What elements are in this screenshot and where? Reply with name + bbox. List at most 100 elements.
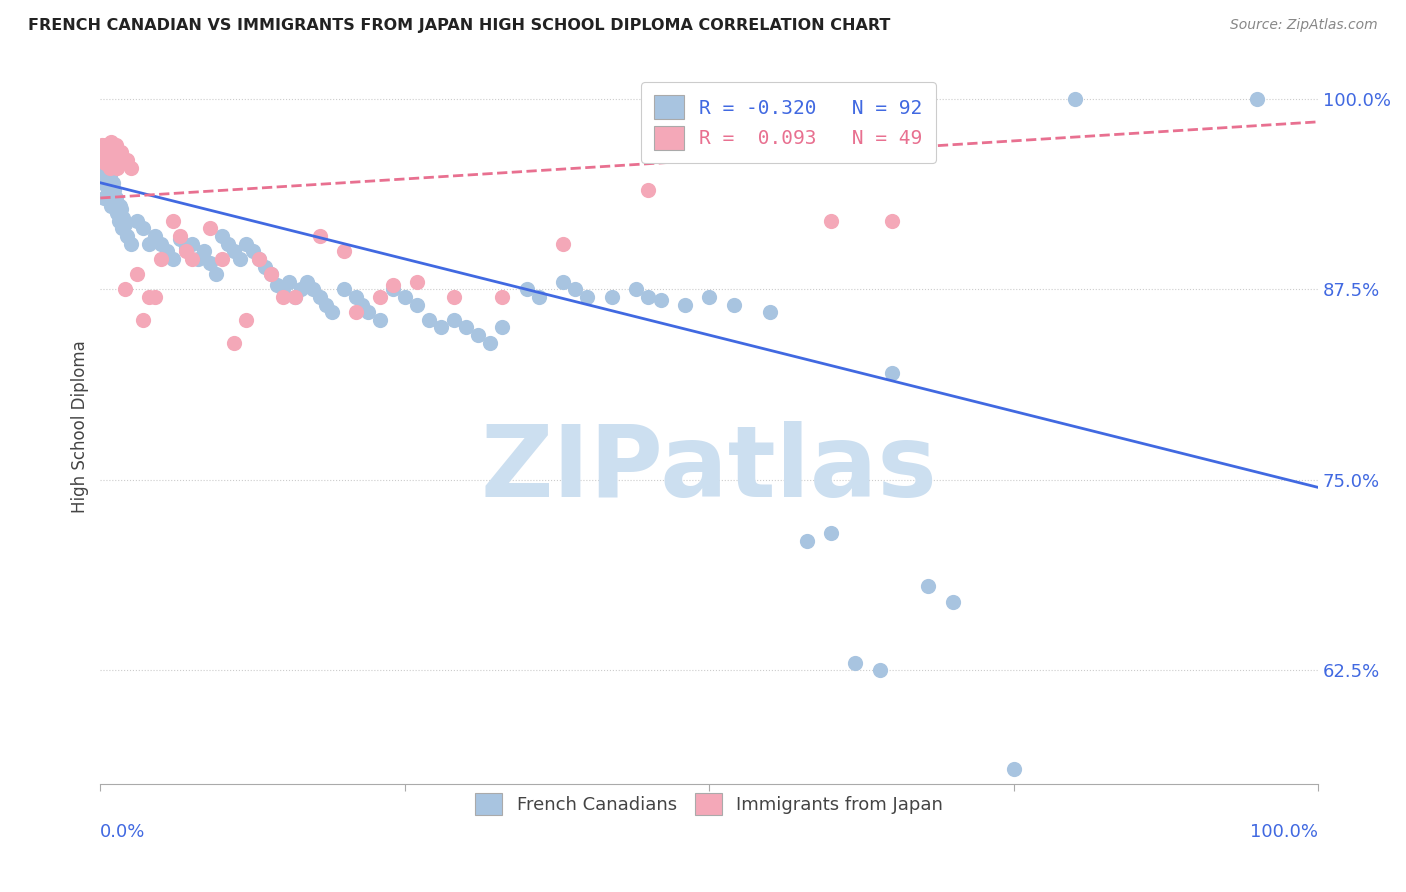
Y-axis label: High School Diploma: High School Diploma: [72, 340, 89, 513]
Point: [418, 313, 440, 327]
Point: [454, 320, 477, 334]
Point: [637, 290, 659, 304]
Point: [247, 252, 270, 266]
Point: [217, 236, 239, 251]
Point: [187, 252, 209, 266]
Point: [100, 199, 122, 213]
Point: [308, 290, 330, 304]
Point: [132, 313, 155, 327]
Point: [266, 277, 288, 292]
Point: [107, 214, 129, 228]
Point: [198, 256, 221, 270]
Point: [105, 137, 128, 152]
Point: [103, 145, 125, 160]
Point: [91, 176, 114, 190]
Point: [115, 229, 138, 244]
Point: [94, 168, 117, 182]
Point: [880, 214, 903, 228]
Point: [115, 153, 138, 167]
Point: [247, 252, 270, 266]
Point: [242, 244, 264, 259]
Point: [820, 526, 842, 541]
Point: [278, 275, 301, 289]
Point: [108, 199, 131, 213]
Point: [370, 313, 392, 327]
Point: [107, 150, 129, 164]
Point: [624, 282, 647, 296]
Point: [193, 244, 215, 259]
Point: [284, 290, 307, 304]
Point: [406, 275, 429, 289]
Point: [479, 335, 502, 350]
Point: [104, 199, 127, 213]
Point: [180, 252, 202, 266]
Point: [290, 282, 312, 296]
Text: 100.0%: 100.0%: [1250, 823, 1319, 841]
Point: [105, 191, 128, 205]
Point: [110, 145, 132, 160]
Point: [198, 221, 221, 235]
Text: 0.0%: 0.0%: [100, 823, 146, 841]
Point: [96, 176, 118, 190]
Point: [112, 211, 135, 225]
Legend: French Canadians, Immigrants from Japan: French Canadians, Immigrants from Japan: [464, 781, 955, 825]
Point: [1246, 92, 1268, 106]
Point: [321, 305, 343, 319]
Point: [443, 290, 465, 304]
Text: ZIPatlas: ZIPatlas: [481, 421, 938, 518]
Point: [796, 533, 818, 548]
Point: [174, 241, 197, 255]
Point: [143, 229, 166, 244]
Point: [211, 229, 233, 244]
Point: [101, 156, 124, 170]
Point: [260, 267, 283, 281]
Point: [491, 290, 513, 304]
Point: [104, 153, 127, 167]
Point: [430, 320, 453, 334]
Point: [553, 275, 575, 289]
Point: [162, 214, 184, 228]
Point: [880, 366, 903, 380]
Point: [211, 252, 233, 266]
Point: [344, 305, 367, 319]
Point: [205, 267, 228, 281]
Point: [156, 244, 179, 259]
Point: [1063, 92, 1085, 106]
Point: [370, 290, 392, 304]
Point: [97, 141, 120, 155]
Point: [491, 320, 513, 334]
Point: [90, 137, 112, 152]
Point: [94, 156, 117, 170]
Point: [302, 282, 325, 296]
Point: [637, 183, 659, 197]
Point: [723, 298, 745, 312]
Point: [553, 236, 575, 251]
Point: [108, 156, 131, 170]
Point: [253, 260, 276, 274]
Point: [97, 150, 120, 164]
Point: [132, 221, 155, 235]
Point: [1002, 762, 1025, 776]
Point: [271, 282, 294, 296]
Point: [235, 313, 257, 327]
Point: [357, 305, 380, 319]
Point: [138, 236, 160, 251]
Point: [150, 252, 173, 266]
Point: [697, 290, 720, 304]
Point: [917, 579, 939, 593]
Point: [120, 236, 142, 251]
Point: [90, 161, 112, 175]
Point: [229, 252, 252, 266]
Point: [224, 244, 246, 259]
Point: [125, 267, 148, 281]
Point: [100, 135, 122, 149]
Point: [333, 244, 356, 259]
Point: [381, 282, 404, 296]
Point: [443, 313, 465, 327]
Point: [308, 229, 330, 244]
Text: FRENCH CANADIAN VS IMMIGRANTS FROM JAPAN HIGH SCHOOL DIPLOMA CORRELATION CHART: FRENCH CANADIAN VS IMMIGRANTS FROM JAPAN…: [28, 18, 890, 33]
Point: [284, 290, 307, 304]
Point: [820, 214, 842, 228]
Point: [169, 229, 191, 244]
Point: [103, 183, 125, 197]
